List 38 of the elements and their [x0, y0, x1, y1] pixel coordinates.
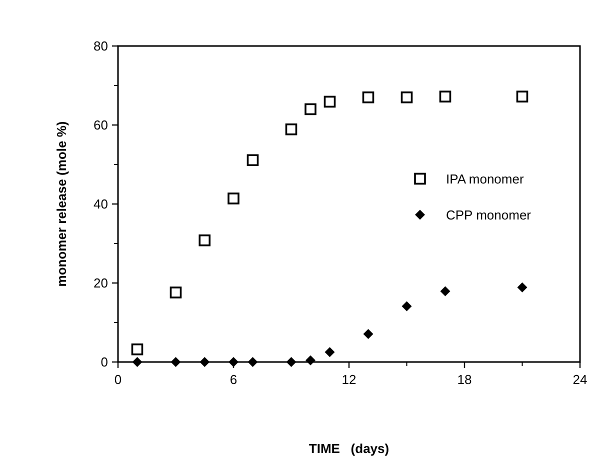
point — [170, 286, 182, 298]
point — [517, 282, 528, 292]
x-tick-label: 24 — [572, 372, 588, 387]
point — [286, 357, 296, 367]
y-tick-label: 80 — [94, 38, 108, 54]
point — [198, 234, 211, 246]
y-axis-title: monomer release (mole %) — [54, 121, 69, 287]
point — [439, 90, 452, 102]
point — [200, 357, 210, 367]
legend-label: CPP monomer — [446, 207, 532, 222]
point — [285, 123, 298, 136]
x-tick-label: 6 — [230, 372, 238, 387]
point — [400, 91, 413, 104]
point — [324, 96, 336, 108]
point — [131, 343, 144, 356]
x-axis-title: TIME (days) — [308, 441, 390, 456]
point — [170, 357, 181, 367]
point — [228, 357, 238, 367]
point — [304, 103, 316, 116]
point — [362, 91, 374, 104]
point — [516, 90, 528, 102]
point — [363, 328, 374, 339]
point — [248, 357, 258, 367]
y-tick-label: 60 — [94, 118, 108, 133]
point — [228, 192, 240, 204]
point — [246, 154, 259, 166]
x-tick-label: 0 — [114, 372, 122, 387]
point — [306, 355, 316, 366]
point — [132, 357, 142, 367]
x-tick-label: 18 — [457, 372, 472, 387]
legend-label: IPA monomer — [446, 171, 524, 186]
point — [440, 286, 450, 296]
x-tick-label: 12 — [342, 372, 356, 387]
y-tick-label: 0 — [100, 354, 108, 370]
y-tick-label: 20 — [94, 276, 108, 291]
point — [402, 301, 412, 312]
point — [324, 347, 335, 358]
y-tick-label: 40 — [94, 196, 108, 212]
